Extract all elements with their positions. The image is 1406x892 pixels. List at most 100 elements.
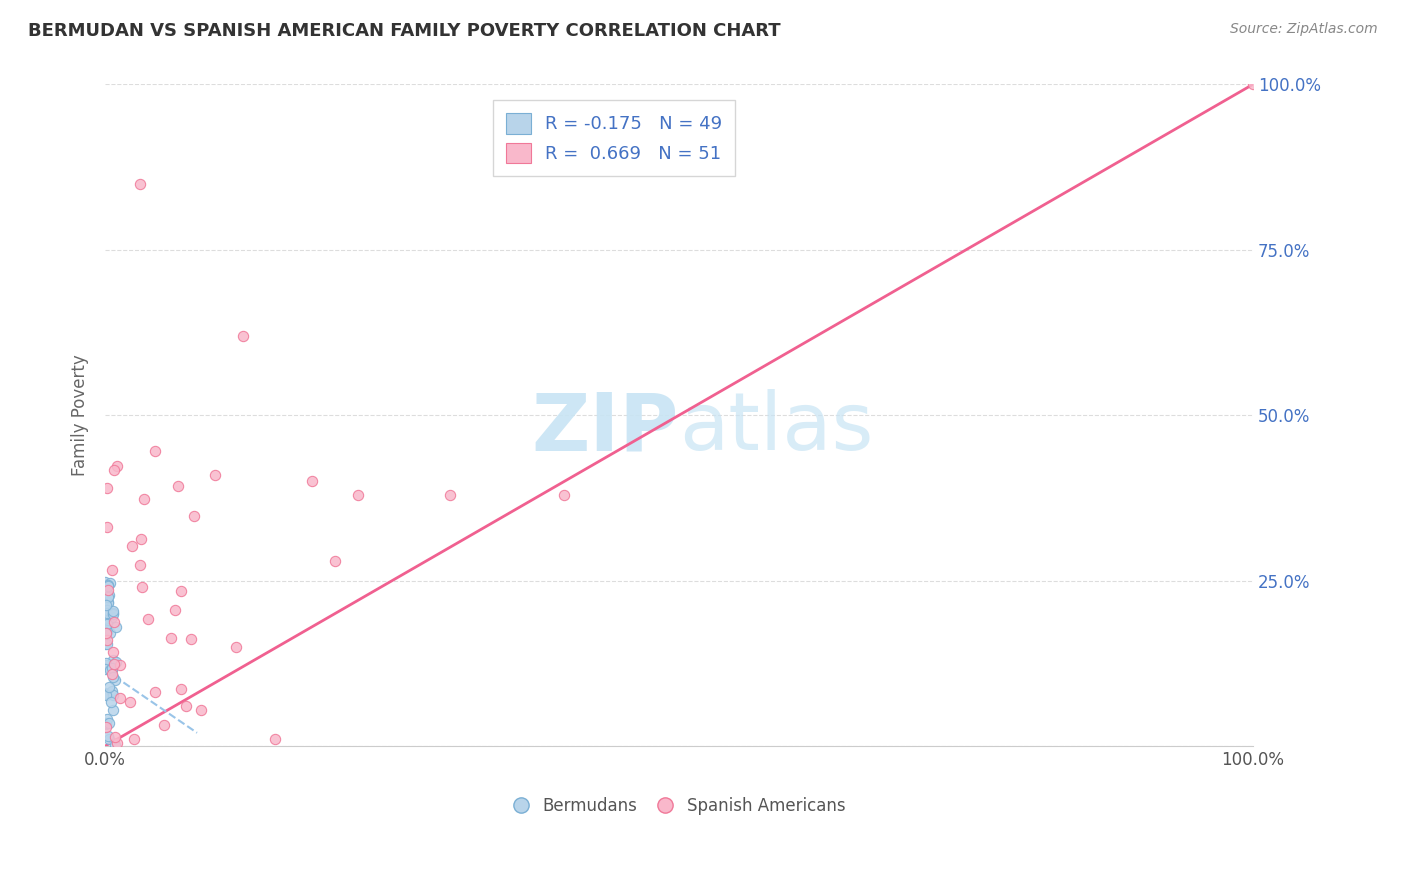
Point — [97, 588, 120, 602]
Point — [96, 607, 118, 621]
Point — [301, 475, 323, 489]
Point — [96, 599, 118, 613]
Point — [165, 602, 187, 616]
Point — [96, 633, 118, 648]
Point — [96, 637, 118, 651]
Point — [104, 730, 127, 744]
Point — [96, 620, 118, 634]
Point — [101, 609, 124, 624]
Point — [129, 532, 152, 546]
Point — [97, 590, 120, 604]
Point — [134, 491, 156, 506]
Point — [97, 582, 120, 597]
Point — [190, 703, 212, 717]
Point — [94, 626, 117, 640]
Point — [553, 488, 575, 502]
Point — [94, 637, 117, 651]
Point — [439, 488, 461, 502]
Point — [104, 655, 127, 669]
Point — [94, 658, 117, 673]
Point — [104, 620, 127, 634]
Point — [120, 694, 142, 708]
Point — [97, 729, 120, 743]
Point — [225, 640, 247, 655]
Point — [101, 661, 124, 675]
Point — [174, 698, 197, 713]
Point — [96, 481, 118, 495]
Point — [121, 539, 143, 553]
Point — [100, 563, 122, 577]
Y-axis label: Family Poverty: Family Poverty — [72, 354, 89, 476]
Point — [96, 687, 118, 701]
Point — [104, 738, 127, 752]
Point — [97, 579, 120, 593]
Point — [96, 603, 118, 617]
Point — [96, 717, 118, 731]
Point — [180, 632, 202, 646]
Text: atlas: atlas — [679, 390, 873, 467]
Point — [105, 458, 128, 473]
Point — [103, 607, 125, 621]
Point — [98, 575, 121, 590]
Point — [101, 663, 124, 677]
Point — [98, 663, 121, 677]
Point — [108, 658, 131, 673]
Point — [145, 685, 167, 699]
Point — [103, 463, 125, 477]
Point — [97, 613, 120, 627]
Point — [96, 712, 118, 726]
Point — [263, 731, 285, 746]
Point — [103, 645, 125, 659]
Point — [100, 667, 122, 681]
Point — [346, 488, 368, 502]
Point — [103, 703, 125, 717]
Point — [98, 715, 121, 730]
Text: Source: ZipAtlas.com: Source: ZipAtlas.com — [1230, 22, 1378, 37]
Text: ZIP: ZIP — [531, 390, 679, 467]
Point — [159, 632, 181, 646]
Point — [98, 625, 121, 640]
Point — [136, 612, 159, 626]
Text: BERMUDAN VS SPANISH AMERICAN FAMILY POVERTY CORRELATION CHART: BERMUDAN VS SPANISH AMERICAN FAMILY POVE… — [28, 22, 780, 40]
Point — [323, 554, 346, 568]
Point — [96, 596, 118, 610]
Point — [122, 732, 145, 747]
Point — [97, 680, 120, 694]
Point — [101, 684, 124, 698]
Point — [96, 519, 118, 533]
Point — [94, 688, 117, 702]
Point — [96, 716, 118, 731]
Point — [152, 718, 174, 732]
Point — [96, 616, 118, 631]
Point — [101, 604, 124, 618]
Point — [170, 583, 193, 598]
Point — [129, 558, 152, 572]
Point — [170, 681, 193, 696]
Point — [94, 686, 117, 700]
Point — [97, 578, 120, 592]
Point — [94, 656, 117, 670]
Point — [96, 623, 118, 637]
Point — [183, 509, 205, 524]
Point — [103, 670, 125, 684]
Point — [204, 467, 226, 482]
Point — [101, 606, 124, 620]
Point — [101, 688, 124, 702]
Point — [94, 626, 117, 640]
Point — [94, 574, 117, 589]
Point — [94, 662, 117, 676]
Legend: Bermudans, Spanish Americans: Bermudans, Spanish Americans — [506, 791, 852, 822]
Point — [100, 695, 122, 709]
Point — [94, 720, 117, 734]
Point — [143, 443, 166, 458]
Point — [103, 615, 125, 629]
Point — [110, 691, 132, 706]
Point — [105, 736, 128, 750]
Point — [167, 479, 190, 493]
Point — [103, 673, 125, 687]
Point — [97, 595, 120, 609]
Point — [97, 731, 120, 746]
Point — [103, 657, 125, 671]
Point — [131, 580, 153, 594]
Point — [232, 329, 254, 343]
